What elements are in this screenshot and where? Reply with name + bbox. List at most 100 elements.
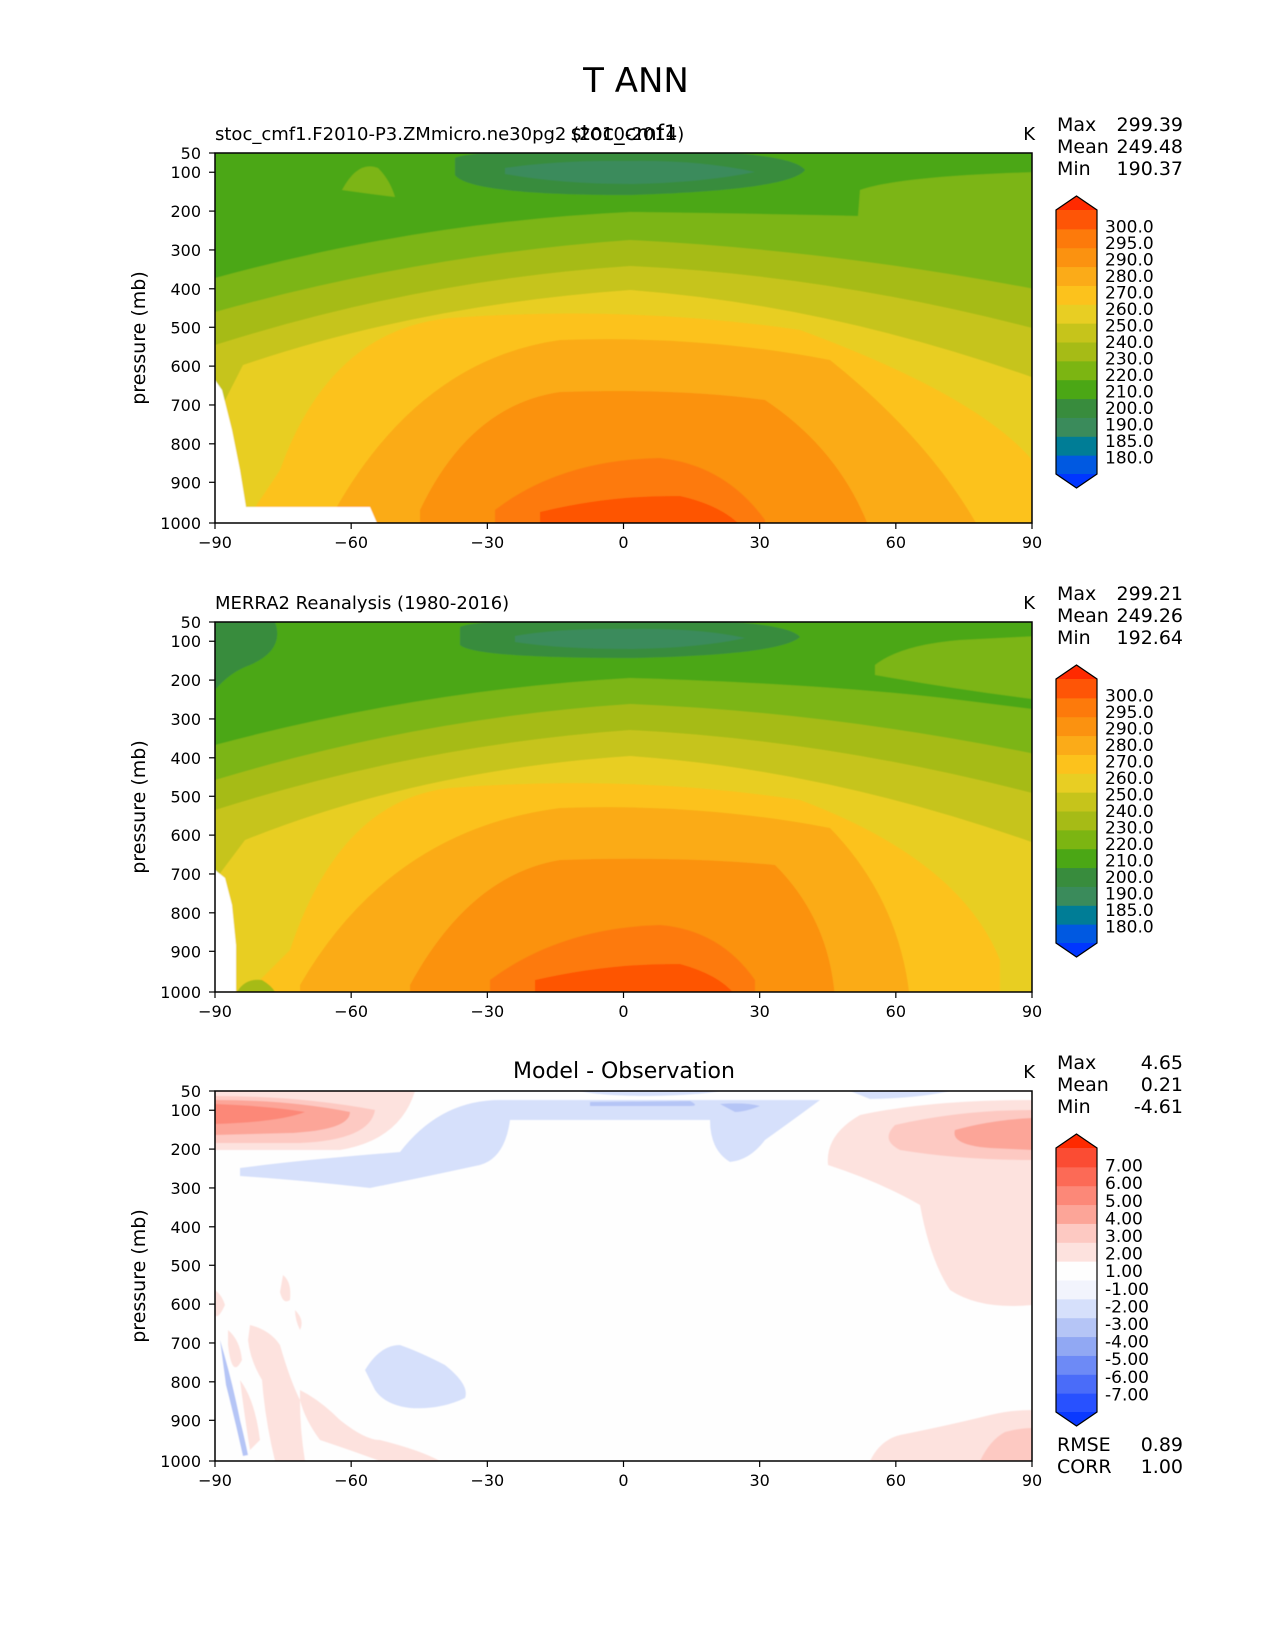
colorbar-label: 190.0 (1105, 416, 1154, 436)
colorbar-label: 270.0 (1105, 284, 1154, 304)
panel-model-title-center: stoc_cmf1 (571, 121, 678, 146)
colorbar-label: 270.0 (1105, 753, 1154, 773)
stat-value: 299.39 (1117, 114, 1183, 136)
stat-value: 0.89 (1141, 1434, 1183, 1456)
stat-label: Mean (1057, 136, 1109, 158)
colorbar-label: 210.0 (1105, 383, 1154, 403)
panel-difference-stats: Max 4.65 Mean 0.21 Min -4.61 RMSE 0.89 CORR 1.00 (1057, 1052, 1183, 1478)
colorbar-segment (1056, 773, 1097, 793)
colorbar-extend-top (1056, 665, 1097, 679)
x-tick-label: 60 (886, 1002, 906, 1021)
colorbar-segment (1056, 811, 1097, 831)
colorbar-segment (1056, 1148, 1097, 1168)
colorbar-segment (1056, 716, 1097, 737)
stat-label: Max (1057, 114, 1096, 136)
colorbar-label: 1.00 (1105, 1262, 1143, 1282)
colorbar-label: 290.0 (1105, 720, 1154, 740)
colorbar-label: 200.0 (1105, 868, 1154, 888)
colorbar-extend-bottom (1056, 943, 1097, 957)
stat-label: Min (1057, 1096, 1091, 1118)
colorbar-label: 5.00 (1105, 1192, 1143, 1212)
x-tick-label: 0 (618, 1002, 628, 1021)
y-tick-label: 50 (181, 144, 201, 163)
colorbar-label: 230.0 (1105, 819, 1154, 839)
colorbar-label: 180.0 (1105, 449, 1154, 469)
colorbar-label: 300.0 (1105, 687, 1154, 707)
colorbar-label: -6.00 (1105, 1368, 1149, 1388)
panel-difference-title-center: Model - Observation (513, 1059, 735, 1084)
panel-observation-stats: Max 299.21 Mean 249.26 Min 192.64 (1057, 583, 1183, 649)
colorbar-label: 260.0 (1105, 769, 1154, 789)
colorbar-segment (1056, 1166, 1097, 1187)
colorbar-label: 280.0 (1105, 736, 1154, 756)
colorbar-label: 190.0 (1105, 885, 1154, 905)
colorbar-label: 220.0 (1105, 366, 1154, 386)
x-tick-label: 0 (618, 1471, 628, 1490)
panel-difference-field (215, 1091, 1032, 1461)
y-tick-label: 100 (170, 632, 201, 651)
colorbar-label: 260.0 (1105, 300, 1154, 320)
y-tick-label: 800 (170, 435, 201, 454)
x-tick-label: 90 (1022, 1002, 1042, 1021)
stat-value: 249.26 (1117, 605, 1183, 627)
colorbar-segment (1056, 1280, 1097, 1300)
colorbar-label: 185.0 (1105, 432, 1154, 452)
stat-value: 4.65 (1141, 1052, 1183, 1074)
colorbar-label: -5.00 (1105, 1350, 1149, 1370)
y-tick-label: 500 (170, 318, 201, 337)
colorbar-segment (1056, 1374, 1097, 1394)
colorbar-segment (1056, 1242, 1097, 1262)
colorbar-segment (1056, 697, 1097, 718)
x-tick-label: −90 (198, 1002, 232, 1021)
colorbar-segment (1056, 342, 1097, 362)
colorbar-segment (1056, 247, 1097, 268)
colorbar-segment (1056, 735, 1097, 755)
colorbar-segment (1056, 829, 1097, 850)
x-tick-label: 90 (1022, 1471, 1042, 1490)
stat-label: Max (1057, 583, 1096, 605)
y-tick-label: 900 (170, 1411, 201, 1430)
colorbar-segment (1056, 1355, 1097, 1375)
colorbar-outline (1055, 1133, 1098, 1427)
stat-value: 249.48 (1117, 136, 1183, 158)
x-tick-label: 30 (749, 533, 769, 552)
colorbar-segment (1056, 323, 1097, 343)
x-tick-label: 60 (886, 1471, 906, 1490)
y-tick-label: 300 (170, 710, 201, 729)
stat-label: CORR (1057, 1456, 1112, 1478)
colorbar-segment (1056, 398, 1097, 418)
colorbar-extend-top (1056, 196, 1097, 210)
colorbar-extend-bottom (1056, 1412, 1097, 1426)
colorbar-segment (1056, 1185, 1097, 1206)
y-tick-label: 700 (170, 865, 201, 884)
y-tick-label: 500 (170, 1256, 201, 1275)
colorbar-segment (1056, 886, 1097, 906)
colorbar-segment (1056, 924, 1097, 944)
colorbar-segment (1056, 304, 1097, 324)
colorbar-label: -2.00 (1105, 1297, 1149, 1317)
x-tick-label: −30 (470, 1471, 504, 1490)
colorbar-segment (1056, 1298, 1097, 1319)
y-tick-label: 900 (170, 942, 201, 961)
colorbar-label: 3.00 (1105, 1227, 1143, 1247)
x-tick-label: −60 (334, 1471, 368, 1490)
colorbar-label: 4.00 (1105, 1209, 1143, 1229)
colorbar-label: 290.0 (1105, 251, 1154, 271)
y-tick-label: 900 (170, 473, 201, 492)
colorbar-label: 240.0 (1105, 333, 1154, 353)
colorbar-segment (1056, 228, 1097, 249)
y-tick-label: 100 (170, 163, 201, 182)
colorbar-label: 6.00 (1105, 1174, 1143, 1194)
x-tick-label: 30 (749, 1002, 769, 1021)
y-tick-label: 300 (170, 1179, 201, 1198)
y-tick-label: 600 (170, 826, 201, 845)
panel-model-units: K (1023, 124, 1036, 145)
stat-value: 1.00 (1141, 1456, 1183, 1478)
x-tick-label: −30 (470, 1002, 504, 1021)
colorbar-outline (1055, 664, 1098, 958)
colorbar-segment (1056, 1204, 1097, 1224)
panel-observation-units: K (1023, 593, 1036, 614)
colorbar-segment (1056, 679, 1097, 699)
colorbar-label: -7.00 (1105, 1385, 1149, 1405)
